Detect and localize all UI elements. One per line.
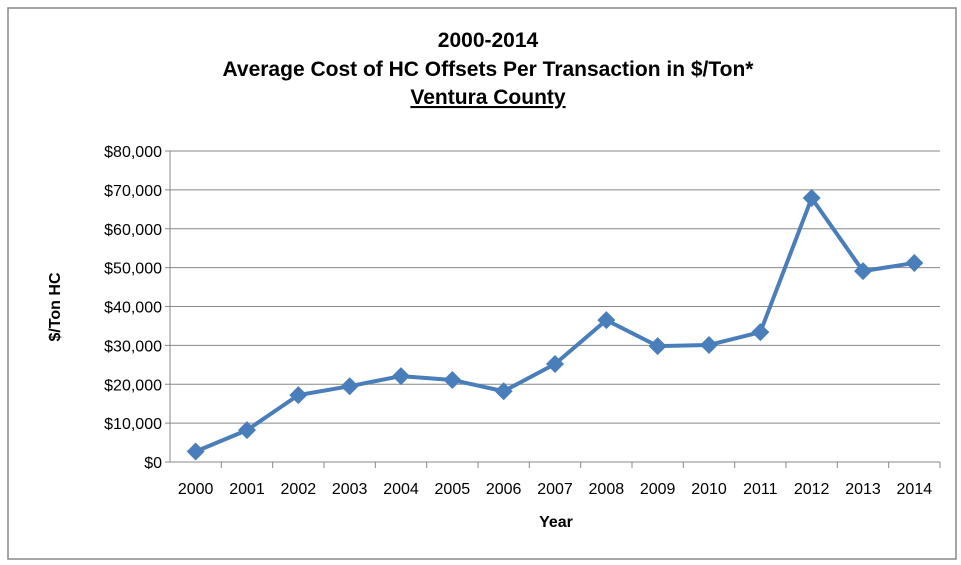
y-tick-label: $0 xyxy=(144,455,162,472)
marker xyxy=(186,442,205,461)
y-tick-label: $50,000 xyxy=(104,261,162,278)
marker xyxy=(340,377,359,396)
y-tick-label: $70,000 xyxy=(104,183,162,200)
marker xyxy=(238,421,256,440)
y-tick-label: $80,000 xyxy=(104,144,162,161)
marker xyxy=(700,335,718,354)
y-tick-label: $10,000 xyxy=(104,416,162,433)
x-tick-label: 2010 xyxy=(691,481,727,498)
chart-border xyxy=(7,7,957,560)
x-tick-label: 2004 xyxy=(383,481,419,498)
marker xyxy=(494,382,513,401)
chart-title: 2000-2014 xyxy=(438,29,539,52)
marker xyxy=(648,337,667,356)
x-tick-label: 2014 xyxy=(897,481,933,498)
marker xyxy=(751,323,770,342)
x-axis-title: Year xyxy=(539,514,573,531)
marker xyxy=(854,262,872,281)
y-axis-title: $/Ton HC xyxy=(47,272,64,341)
y-tick-label: $30,000 xyxy=(104,338,162,355)
x-tick-label: 2011 xyxy=(743,481,778,498)
x-tick-label: 2006 xyxy=(486,481,522,498)
x-tick-label: 2012 xyxy=(794,481,830,498)
x-tick-label: 2009 xyxy=(640,481,676,498)
marker xyxy=(597,311,616,330)
marker xyxy=(443,370,462,389)
chart-title: Average Cost of HC Offsets Per Transacti… xyxy=(223,58,755,81)
y-tick-label: $60,000 xyxy=(104,222,162,239)
chart-subtitle: Ventura County xyxy=(410,86,566,109)
y-tick-label: $40,000 xyxy=(104,300,162,317)
marker xyxy=(802,189,821,208)
x-tick-label: 2003 xyxy=(332,481,368,498)
x-tick-label: 2005 xyxy=(435,481,471,498)
x-tick-label: 2008 xyxy=(589,481,625,498)
marker xyxy=(546,355,564,374)
y-tick-label: $20,000 xyxy=(104,377,162,394)
marker xyxy=(905,253,924,272)
x-tick-label: 2000 xyxy=(178,481,214,498)
marker xyxy=(289,386,308,405)
x-tick-label: 2001 xyxy=(229,481,265,498)
x-tick-label: 2002 xyxy=(281,481,317,498)
marker xyxy=(392,367,410,386)
x-tick-label: 2013 xyxy=(845,481,881,498)
x-tick-label: 2007 xyxy=(537,481,573,498)
